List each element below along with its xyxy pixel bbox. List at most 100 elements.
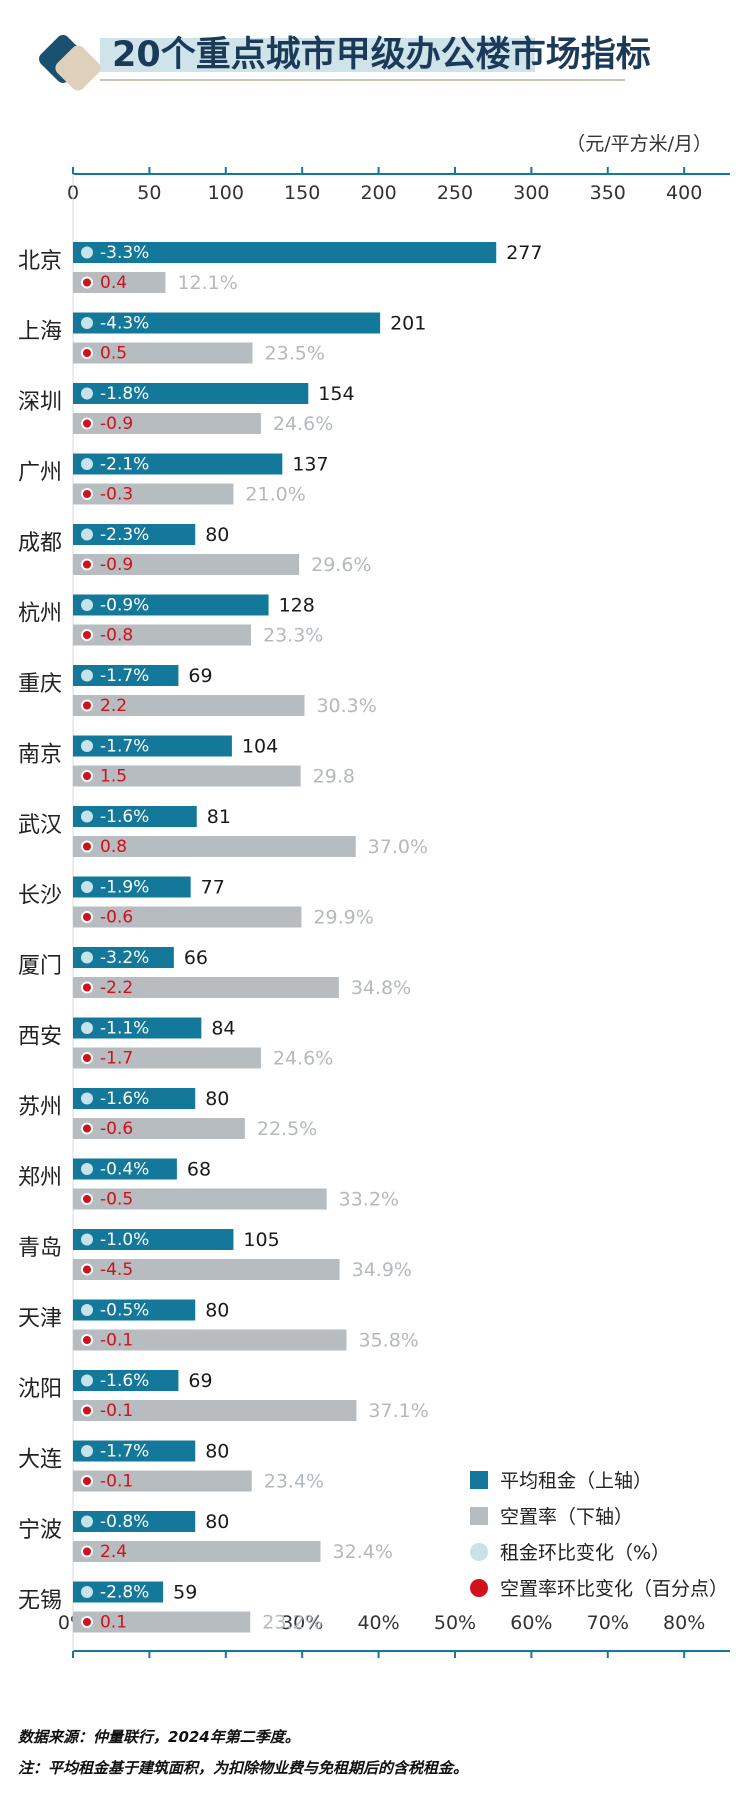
title-block: 20个重点城市甲级办公楼市场指标	[39, 35, 651, 91]
top-tick-label: 300	[513, 182, 549, 204]
vacancy-value-label: 33.2%	[339, 1189, 399, 1211]
rent-change-dot	[81, 740, 93, 752]
rent-bar	[73, 383, 309, 404]
vacancy-value-label: 29.9%	[313, 907, 373, 929]
vacancy-change-dot	[83, 1477, 91, 1485]
vacancy-change-dot	[83, 1265, 91, 1274]
city-row: 苏州 -1.6% 80 -0.6 22.5%	[18, 1088, 317, 1140]
city-label: 青岛	[18, 1236, 62, 1261]
legend-swatch	[470, 1471, 488, 1489]
rent-bar	[73, 1017, 202, 1039]
rent-bar	[73, 1511, 196, 1532]
city-row: 重庆 -1.7% 69 2.2 30.3%	[18, 665, 377, 717]
vacancy-change-label: -0.6	[100, 908, 133, 928]
vacancy-bar	[73, 836, 356, 857]
bottom-tick-label: 30%	[281, 1612, 323, 1634]
rent-change-dot	[81, 1022, 93, 1034]
vacancy-change-dot	[83, 1054, 91, 1062]
vacancy-value-label: 12.1%	[177, 272, 237, 294]
vacancy-change-label: -0.3	[100, 485, 133, 505]
rent-value-label: 59	[173, 1582, 197, 1604]
rent-change-label: -1.7%	[100, 1442, 149, 1462]
rent-change-dot	[81, 669, 93, 682]
rent-bar	[73, 1581, 164, 1603]
rent-value-label: 68	[187, 1159, 211, 1181]
city-row: 大连 -1.7% 80 -0.1 23.4%	[18, 1440, 324, 1493]
vacancy-value-label: 29.8	[313, 766, 355, 788]
vacancy-bar	[73, 272, 166, 293]
vacancy-change-dot	[83, 913, 91, 921]
vacancy-value-label: 23.2%	[262, 1612, 322, 1634]
rent-change-label: -1.6%	[100, 807, 149, 827]
vacancy-change-dot	[83, 1336, 91, 1344]
vacancy-change-label: 2.4	[100, 1542, 127, 1562]
rent-change-label: -4.3%	[100, 314, 149, 334]
legend-label: 租金环比变化（%）	[500, 1542, 670, 1564]
rent-value-label: 69	[188, 1370, 212, 1392]
rent-bar	[73, 1088, 196, 1109]
vacancy-bar	[73, 1611, 251, 1633]
rent-change-dot	[81, 1304, 93, 1316]
rent-change-label: -3.2%	[100, 948, 149, 968]
vacancy-bar	[73, 695, 305, 716]
vacancy-bar	[73, 1541, 321, 1562]
rent-value-label: 137	[292, 454, 328, 476]
vacancy-value-label: 35.8%	[358, 1330, 418, 1352]
vacancy-bar	[73, 1118, 245, 1139]
city-row: 深圳 -1.8% 154 -0.9 24.6%	[18, 383, 355, 435]
rent-value-label: 69	[188, 665, 212, 687]
rent-bar	[73, 665, 179, 686]
vacancy-change-label: -4.5	[100, 1260, 133, 1280]
vacancy-bar	[73, 1470, 252, 1492]
rent-change-label: -1.1%	[100, 1019, 149, 1039]
legend-label: 平均租金（上轴）	[500, 1470, 652, 1492]
rent-value-label: 80	[205, 524, 229, 546]
vacancy-change-dot	[83, 772, 91, 780]
city-label: 大连	[18, 1448, 62, 1473]
vacancy-change-label: 1.5	[100, 767, 127, 787]
city-label: 厦门	[18, 954, 62, 979]
rent-bar	[73, 1440, 196, 1462]
rent-bar	[73, 1370, 179, 1391]
vacancy-change-label: 0.4	[100, 273, 127, 293]
city-label: 长沙	[18, 884, 62, 909]
vacancy-change-dot	[83, 1124, 91, 1133]
city-label: 郑州	[18, 1166, 62, 1191]
rent-bar	[73, 806, 197, 827]
vacancy-change-label: 2.2	[100, 696, 127, 716]
rent-change-label: -2.1%	[100, 455, 149, 475]
vacancy-change-label: -0.8	[100, 626, 133, 646]
rent-value-label: 277	[506, 242, 542, 264]
bottom-tick-label: 40%	[357, 1612, 399, 1634]
vacancy-change-dot	[83, 1547, 91, 1556]
city-label: 上海	[18, 320, 62, 345]
city-label: 杭州	[18, 602, 62, 627]
rent-bar	[73, 453, 283, 475]
rent-change-dot	[81, 1586, 93, 1598]
vacancy-change-label: 0.5	[100, 344, 127, 364]
city-row: 宁波 -0.8% 80 2.4 32.4%	[18, 1511, 393, 1563]
vacancy-change-dot	[83, 349, 91, 357]
rent-value-label: 154	[318, 383, 354, 405]
rent-value-label: 80	[205, 1511, 229, 1533]
city-label: 宁波	[18, 1518, 62, 1543]
city-row: 沈阳 -1.6% 69 -0.1 37.1%	[18, 1370, 429, 1422]
city-label: 成都	[18, 531, 62, 556]
vacancy-change-label: -0.5	[100, 1190, 133, 1210]
rent-bar	[73, 876, 191, 898]
rent-bar	[73, 312, 381, 334]
rent-change-dot	[81, 1445, 93, 1457]
rent-change-label: -1.7%	[100, 666, 149, 686]
rent-change-dot	[81, 387, 93, 400]
vacancy-value-label: 30.3%	[316, 695, 376, 717]
rent-change-label: -0.9%	[100, 596, 149, 616]
vacancy-value-label: 23.3%	[263, 625, 323, 647]
city-row: 成都 -2.3% 80 -0.9 29.6%	[18, 524, 371, 576]
vacancy-change-dot	[83, 1195, 91, 1203]
vacancy-value-label: 24.6%	[273, 413, 333, 435]
rent-change-label: -3.3%	[100, 243, 149, 263]
city-label: 重庆	[18, 672, 62, 697]
vacancy-bar	[73, 1400, 357, 1421]
vacancy-bar	[73, 1329, 347, 1351]
